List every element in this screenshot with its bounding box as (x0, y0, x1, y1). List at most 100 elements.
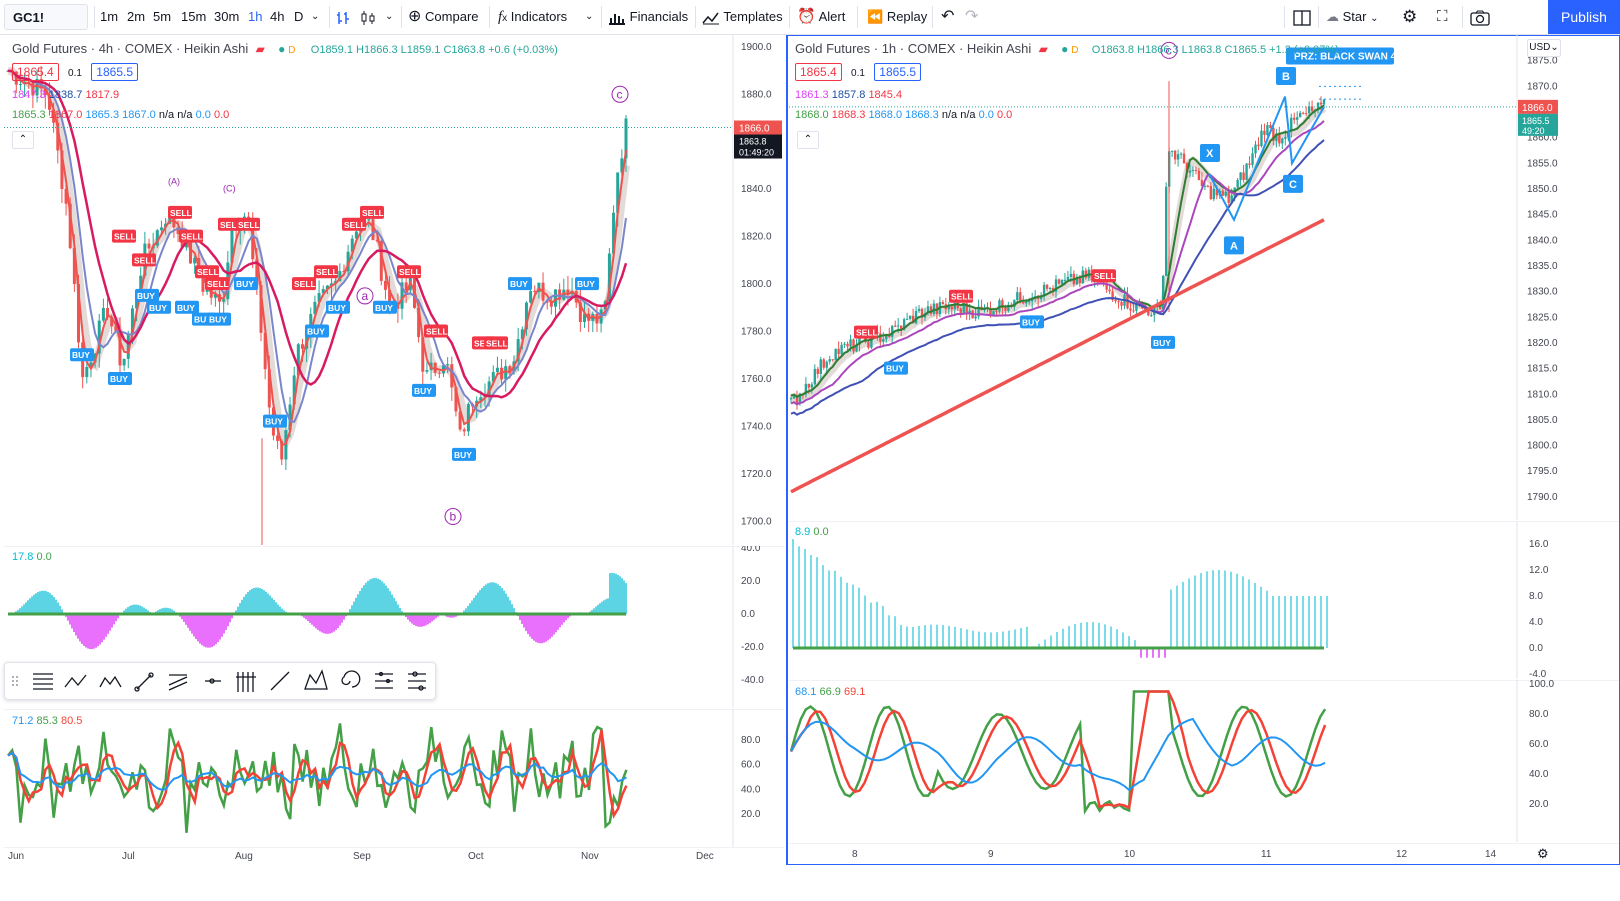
time-axis-label: 14 (1485, 849, 1497, 860)
left-osc-value: 17.8 (12, 551, 34, 563)
redo-icon[interactable]: ↷ (965, 8, 979, 25)
star-button[interactable]: ☁ Star ⌄ (1326, 0, 1378, 34)
time-axis-label: Sep (353, 851, 371, 862)
sell-signal-badge (360, 205, 384, 219)
candle-body (1179, 153, 1183, 155)
interval-1m-button[interactable]: 1m (100, 9, 119, 24)
left-oscillator-chart[interactable]: 40.0 20.0 0.0 -20.0 -40.0 (4, 546, 784, 708)
right-oscillator-chart[interactable]: 16.0 12.0 8.0 4.0 0.0 -4.0 (789, 521, 1619, 679)
right-bid-price[interactable]: 1865.4 (795, 63, 842, 81)
financials-button[interactable]: Financials (608, 0, 688, 34)
candle-body (1203, 185, 1207, 187)
candle-body (1197, 170, 1201, 181)
floating-drawing-toolbar[interactable] (4, 662, 436, 700)
snapshot-icon[interactable] (1470, 0, 1490, 34)
candle-body (77, 284, 81, 343)
flag-icon[interactable]: ▰ (255, 42, 265, 56)
chevron-down-icon[interactable]: ⌄ (585, 11, 594, 22)
candle-body (911, 315, 915, 324)
interval-30m-button[interactable]: 30m (214, 9, 240, 24)
replay-button[interactable]: ⏪ Replay (867, 0, 927, 34)
countdown-tag (1518, 113, 1558, 136)
candle-body (558, 289, 562, 300)
chart-split-divider[interactable] (786, 35, 787, 865)
candle-body (920, 308, 924, 318)
buy-signal-label: BUY (236, 279, 254, 289)
alert-button[interactable]: ⏰ Alert (797, 0, 845, 34)
candle-body (68, 203, 72, 249)
right-chart-title[interactable]: Gold Futures · 1h · COMEX · Heikin Ashi (795, 41, 1032, 56)
interval-2m-button[interactable]: 2m (127, 9, 146, 24)
left-oscillator-pane[interactable]: 40.0 20.0 0.0 -20.0 -40.0 17.8 0.0 (4, 546, 784, 708)
left-bid-price[interactable]: 1865.4 (12, 63, 59, 81)
candle-body (813, 368, 817, 385)
sell-signal-label: SELL (856, 328, 878, 338)
right-stochastic-pane[interactable]: 100.0 80.0 60.0 40.0 20.0 68.1 66.9 69.1 (789, 680, 1619, 842)
undo-icon[interactable]: ↶ (941, 8, 955, 25)
candle-body (612, 212, 616, 254)
layout-icon[interactable] (1293, 0, 1311, 34)
collapse-legend-icon[interactable]: ⌃ (797, 131, 819, 149)
candle-body (1162, 275, 1165, 310)
chevron-down-icon[interactable]: ⌄ (385, 11, 394, 22)
sell-signal-label: SELL (197, 267, 219, 277)
replay-icon: ⏪ (867, 9, 884, 24)
left-ask-price[interactable]: 1865.5 (91, 63, 138, 81)
price-axis-label: 1825.0 (1527, 312, 1558, 323)
candle-body (852, 339, 855, 352)
right-stochastic-chart[interactable]: 100.0 80.0 60.0 40.0 20.0 (789, 680, 1619, 842)
interval-15m-button[interactable]: 15m (181, 9, 207, 24)
interval-d-button[interactable]: D (294, 9, 304, 24)
interval-4h-button[interactable]: 4h (270, 9, 285, 24)
stoch-k-line (789, 690, 1327, 815)
candle-body (454, 387, 458, 412)
left-chart-main-pane[interactable]: 1900.01880.01860.01840.01820.01800.01780… (4, 35, 784, 545)
right-price-chart[interactable]: 1875.01870.01865.01860.01855.01850.01845… (789, 35, 1619, 520)
left-chart-title[interactable]: Gold Futures · 4h · COMEX · Heikin Ashi (12, 41, 249, 56)
candle-body (47, 94, 51, 110)
wave-label-circle (444, 508, 462, 526)
candle-body (819, 359, 822, 374)
right-ind-value: 1868.3 (905, 109, 939, 121)
flag-icon[interactable]: ▰ (1038, 42, 1048, 56)
symbol-search-button[interactable]: GC1! (4, 4, 88, 30)
buy-signal-label: BUY (510, 279, 528, 289)
settings-icon[interactable]: ⚙ (1402, 7, 1418, 26)
stoch-axis-label: 60.0 (1529, 739, 1549, 750)
collapse-legend-icon[interactable]: ⌃ (12, 131, 34, 149)
left-stochastic-chart[interactable]: 80.0 60.0 40.0 20.0 (4, 709, 784, 847)
stoch-axis-label: 60.0 (741, 760, 761, 771)
right-oscillator-pane[interactable]: 16.0 12.0 8.0 4.0 0.0 -4.0 8.9 0.0 (789, 521, 1619, 679)
left-stochastic-pane[interactable]: 80.0 60.0 40.0 20.0 71.2 85.3 80.5 (4, 709, 784, 847)
templates-button[interactable]: Templates (702, 0, 783, 34)
buy-signal-badge (373, 300, 397, 314)
time-axis-label: 9 (988, 849, 994, 860)
publish-button[interactable]: Publish (1548, 0, 1620, 34)
candle-body (1278, 133, 1281, 144)
left-time-axis[interactable]: Jun Jul Aug Sep Oct Nov Dec (4, 847, 784, 865)
harmonic-pattern-path (1208, 96, 1325, 223)
purple-ma-line (790, 120, 1325, 406)
candle-body (1004, 307, 1007, 311)
right-ask-price[interactable]: 1865.5 (874, 63, 921, 81)
indicators-button[interactable]: fx Indicators (498, 0, 567, 34)
candle-style-icon[interactable] (360, 0, 378, 34)
sell-signal-label: SELL (951, 292, 973, 302)
chevron-down-icon[interactable]: ⌄ (311, 11, 320, 22)
right-chart-main-pane[interactable]: 1875.01870.01865.01860.01855.01850.01845… (789, 35, 1619, 520)
candle-body (1209, 185, 1213, 200)
divider (1318, 6, 1319, 28)
candle-body (998, 300, 1001, 312)
bar-style-icon[interactable] (336, 0, 352, 34)
right-time-axis[interactable]: 8 9 10 11 12 14 ⚙ (789, 843, 1619, 864)
interval-1h-button[interactable]: 1h (248, 9, 263, 24)
candle-body (97, 320, 101, 354)
price-axis-label: 1740.0 (741, 421, 772, 432)
sell-signal-label: SELL (170, 208, 192, 218)
fullscreen-icon[interactable]: ⛶ (1437, 8, 1448, 25)
left-price-chart[interactable]: 1900.01880.01860.01840.01820.01800.01780… (4, 35, 784, 545)
compare-button[interactable]: ⊕ Compare (408, 0, 479, 34)
sell-signal-label: SELL (238, 220, 260, 230)
currency-select[interactable]: USD⌄ (1527, 39, 1561, 57)
interval-5m-button[interactable]: 5m (153, 9, 172, 24)
